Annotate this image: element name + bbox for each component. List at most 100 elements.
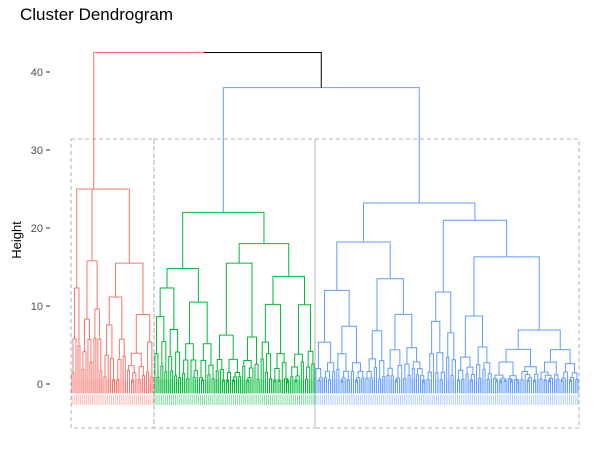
branch (276, 353, 285, 369)
branch (382, 376, 386, 394)
branch (524, 374, 531, 394)
branch (436, 352, 444, 373)
chart-title: Cluster Dendrogram (20, 5, 174, 24)
branch (73, 287, 80, 346)
branch (378, 378, 382, 394)
branch (440, 371, 445, 394)
y-axis-title: Height (9, 221, 24, 259)
branch (126, 369, 131, 394)
branch (478, 377, 482, 394)
branch (164, 371, 168, 394)
branch (341, 325, 357, 363)
branch (457, 380, 461, 394)
branch-root (204, 52, 322, 88)
branch (386, 374, 390, 394)
branch (568, 380, 573, 394)
branch (238, 376, 242, 394)
branch (131, 381, 135, 394)
branch (295, 375, 300, 394)
branch (346, 379, 350, 394)
branch (411, 368, 415, 394)
branch (87, 339, 92, 394)
branch (291, 366, 299, 377)
branch (534, 373, 539, 394)
branch (340, 381, 344, 394)
branch (355, 381, 359, 394)
branch (509, 381, 513, 394)
branch (156, 376, 160, 394)
branch (466, 366, 474, 375)
branch (306, 366, 311, 394)
branch (376, 278, 404, 331)
branch (549, 349, 571, 364)
branch (461, 378, 465, 394)
cluster-rect (314, 138, 580, 429)
branch (104, 354, 109, 394)
branch (215, 370, 219, 394)
branch (350, 370, 354, 394)
branch (317, 380, 321, 394)
branch (517, 329, 561, 350)
branch (294, 381, 298, 394)
branch (89, 361, 93, 394)
branch (264, 371, 268, 394)
branch (473, 256, 540, 330)
branch (91, 188, 130, 264)
branch (554, 374, 559, 394)
branch (476, 364, 481, 394)
branch (565, 363, 576, 373)
branch (575, 378, 579, 394)
branch (108, 296, 123, 340)
leaf-labels (71, 394, 579, 405)
branch (520, 379, 524, 394)
branch (469, 380, 473, 394)
branch (442, 219, 508, 292)
cluster-group (154, 211, 315, 394)
y-axis: 0 10 20 30 40 (31, 67, 50, 391)
branch (328, 379, 332, 394)
cluster-group (315, 202, 579, 394)
branch (487, 373, 492, 394)
branch (254, 363, 259, 394)
branch (183, 359, 189, 379)
branch (407, 374, 411, 394)
branch (182, 373, 186, 394)
branch (82, 351, 87, 394)
branch (290, 376, 294, 394)
branch (439, 379, 443, 394)
branch-green-blue (222, 87, 420, 213)
branch (323, 377, 327, 394)
branch (521, 371, 529, 380)
cluster-rectangles (70, 138, 580, 429)
branch (264, 303, 282, 354)
branch (118, 338, 125, 360)
branch (499, 382, 503, 394)
branch (170, 370, 174, 394)
branch (198, 377, 204, 394)
branch (570, 376, 575, 394)
branch (155, 316, 165, 354)
branch (450, 374, 454, 394)
branch (232, 381, 236, 394)
branch (412, 361, 421, 369)
branch (486, 378, 490, 394)
branch (117, 359, 122, 394)
branch (186, 378, 190, 394)
branch (524, 366, 537, 375)
branch (363, 202, 476, 243)
branch (431, 320, 441, 354)
branch (503, 380, 507, 394)
branch (527, 377, 532, 394)
branch (182, 211, 265, 269)
branch (544, 361, 557, 375)
branch (495, 381, 499, 394)
branch (166, 268, 199, 303)
branch (298, 304, 312, 355)
branch (365, 378, 369, 394)
branch (465, 373, 469, 394)
branch (422, 382, 426, 394)
branch (356, 377, 361, 394)
branch (160, 365, 164, 394)
branch (130, 352, 142, 367)
branch (415, 374, 420, 394)
